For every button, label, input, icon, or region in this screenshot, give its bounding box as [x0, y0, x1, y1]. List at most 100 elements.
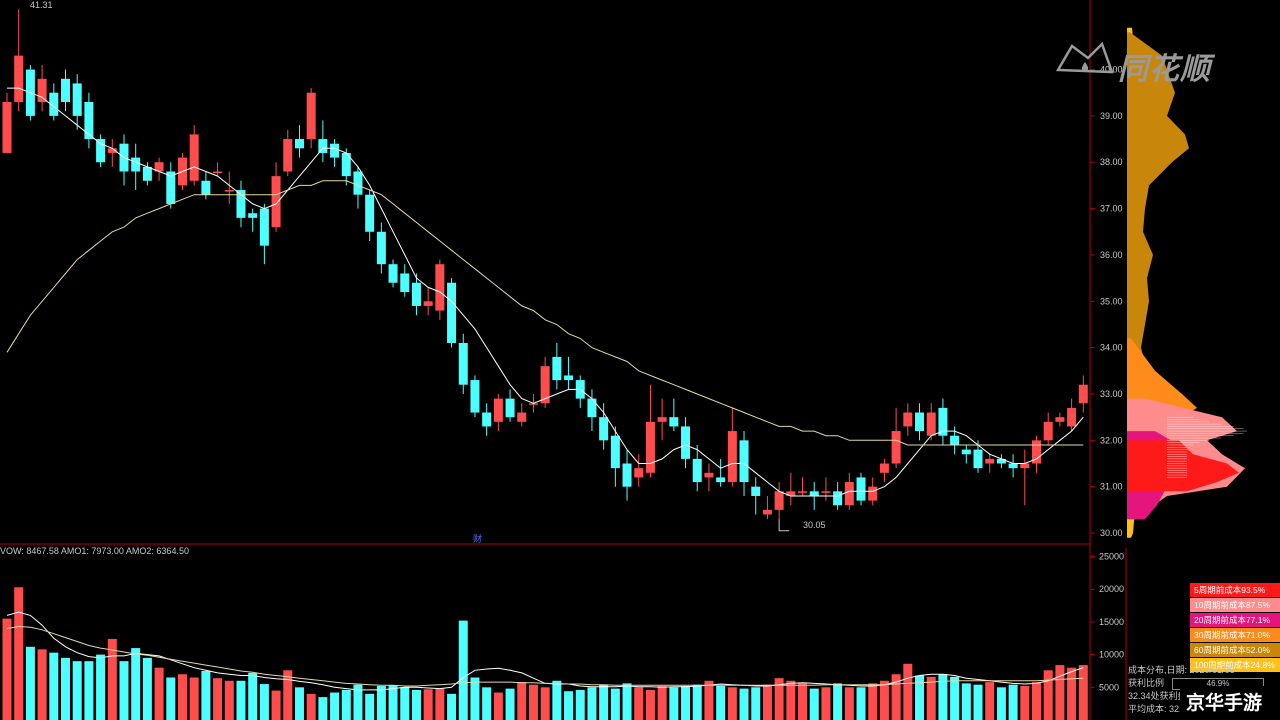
volume-tick-label: 25000	[1099, 552, 1124, 562]
candle-body	[271, 176, 281, 228]
candle-body	[49, 92, 59, 116]
candle-body	[330, 143, 340, 158]
volume-bar	[1020, 686, 1030, 720]
volume-bar	[985, 682, 995, 720]
price-tick-label: 36.00	[1100, 250, 1123, 260]
volume-bar	[177, 674, 187, 720]
volume-bar	[961, 683, 971, 720]
candle-body	[1067, 407, 1077, 427]
candle-body	[1020, 463, 1030, 469]
volume-bar	[844, 687, 854, 720]
candle-body	[107, 148, 117, 153]
volume-bar	[751, 687, 761, 720]
volume-bar	[25, 646, 35, 720]
price-tick-label: 37.00	[1100, 204, 1123, 214]
candle-body	[236, 190, 246, 218]
volume-bar	[306, 693, 316, 720]
volume-bar	[950, 676, 960, 720]
volume-bar	[610, 688, 620, 720]
candle-body	[528, 403, 538, 405]
candle-body	[131, 157, 141, 172]
candle-body	[716, 477, 726, 483]
volume-bar	[435, 688, 445, 720]
volume-bar	[938, 674, 948, 720]
candle-body	[37, 78, 47, 102]
candle-body	[1008, 463, 1018, 469]
volume-bar	[692, 684, 702, 720]
candle-body	[1043, 421, 1053, 441]
volume-bar	[564, 691, 574, 720]
candle-body	[154, 162, 164, 172]
price-panel	[2, 9, 1088, 520]
volume-bar	[528, 684, 538, 720]
volume-bar	[575, 689, 585, 720]
candle-body	[400, 273, 410, 293]
candle-body	[447, 282, 457, 344]
candle-body	[622, 463, 632, 487]
volume-tick-label: 10000	[1099, 650, 1124, 660]
volume-bar	[353, 684, 363, 720]
volume-bar	[248, 672, 258, 720]
volume-bar	[400, 687, 410, 720]
volume-bar	[72, 661, 82, 720]
volume-bar	[213, 678, 223, 720]
volume-bar	[493, 692, 503, 720]
candle-body	[879, 463, 889, 473]
candle-body	[540, 366, 550, 404]
volume-bar	[470, 677, 480, 720]
price-tick-label: 35.00	[1100, 296, 1123, 306]
finance-marker[interactable]: 财	[473, 534, 483, 544]
volume-bar	[84, 661, 94, 720]
candle-body	[411, 282, 421, 306]
candle-body	[833, 491, 843, 506]
indicator-header: VOW: 8467.58 AMO1: 7973.00 AMO2: 6364.50	[0, 546, 189, 556]
volume-bar	[809, 688, 819, 720]
candle-body	[435, 264, 445, 311]
volume-tick-label: 20000	[1099, 584, 1124, 594]
volume-bar	[879, 680, 889, 720]
volume-bar	[634, 687, 644, 720]
candle-body	[470, 380, 480, 413]
candle-body	[739, 440, 749, 483]
legend-item: 60周期前成本52.0%	[1190, 643, 1280, 657]
candle-body	[704, 472, 714, 478]
volume-bar	[330, 692, 340, 720]
volume-bar	[1078, 665, 1088, 720]
volume-bar	[798, 683, 808, 720]
volume-bar	[482, 687, 492, 720]
volume-bar	[271, 690, 281, 720]
price-tick-label: 38.00	[1100, 157, 1123, 167]
volume-bar	[49, 652, 59, 720]
candle-body	[587, 398, 597, 418]
candle-body	[599, 417, 609, 441]
candle-body	[645, 421, 655, 473]
profit-label: 获利比例	[1128, 678, 1165, 688]
candle-body	[610, 435, 620, 469]
volume-bar	[423, 689, 433, 720]
price-tick-label: 30.00	[1100, 528, 1123, 538]
volume-bar	[1032, 682, 1042, 720]
candle-body	[213, 171, 223, 174]
candle-body	[84, 101, 94, 140]
volume-bar	[294, 687, 304, 720]
volume-bar	[37, 649, 47, 720]
candle-body	[458, 343, 468, 385]
volume-bar	[131, 648, 141, 720]
volume-bar	[833, 683, 843, 720]
candle-body	[376, 231, 386, 265]
volume-bar	[2, 618, 12, 720]
volume-bar	[774, 678, 784, 720]
volume-bar	[1067, 667, 1077, 720]
candle-body	[189, 134, 199, 181]
volume-bar	[926, 676, 936, 720]
volume-bar	[622, 683, 632, 720]
volume-bar	[645, 689, 655, 720]
candle-body	[14, 55, 24, 102]
volume-bar	[224, 680, 234, 720]
volume-bar	[318, 697, 328, 720]
candle-body	[1032, 440, 1042, 464]
candle-body	[341, 152, 351, 177]
candle-body	[891, 431, 901, 464]
volume-bar	[996, 687, 1006, 720]
candle-body	[798, 491, 808, 493]
